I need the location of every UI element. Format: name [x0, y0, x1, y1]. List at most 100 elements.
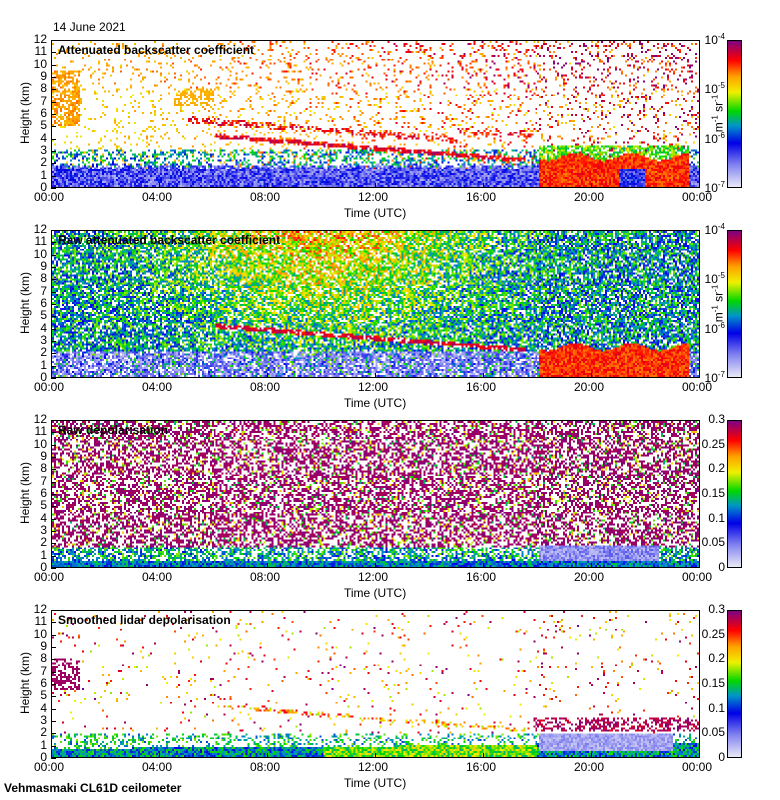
y-tick-label: 0 — [40, 370, 47, 384]
y-tick — [51, 506, 56, 508]
y-tick-label: 11 — [34, 234, 47, 249]
colorbar-units: m-1 sr-1 — [711, 269, 726, 339]
x-tick-label: 04:00 — [142, 570, 173, 584]
x-tick — [591, 753, 592, 758]
y-tick-label: 11 — [34, 614, 47, 629]
colorbar — [727, 230, 742, 378]
y-tick — [51, 291, 56, 293]
x-axis-label: Time (UTC) — [344, 206, 407, 220]
y-tick-label: 0 — [40, 750, 47, 764]
colorbar-tick-label: 0.25 — [701, 436, 725, 451]
plot-title: Raw depolarisation — [58, 423, 169, 437]
y-tick-label: 3 — [40, 523, 47, 537]
y-tick — [51, 138, 56, 140]
colorbar — [727, 610, 742, 758]
x-tick — [51, 373, 52, 378]
x-tick-label: 16:00 — [466, 570, 497, 584]
y-tick-label: 1 — [40, 357, 47, 372]
plot-title: Smoothed lidar depolarisation — [58, 613, 231, 627]
x-tick — [51, 563, 52, 568]
x-tick-label: 20:00 — [574, 570, 605, 584]
tick-exponent: -7 — [717, 180, 725, 189]
y-tick — [51, 230, 56, 231]
y-tick-label: 5 — [40, 118, 47, 133]
y-tick — [51, 494, 56, 495]
heatmap-image — [52, 421, 699, 567]
y-tick-label: 2 — [40, 535, 47, 550]
colorbar-tick-label: 0.05 — [701, 725, 725, 740]
colorbar-tick-label: 10-4 — [705, 32, 725, 47]
y-tick — [51, 444, 56, 446]
y-tick — [51, 481, 56, 483]
heatmap-plot-1: Attenuated backscatter coefficient — [51, 40, 700, 188]
y-tick — [51, 365, 56, 367]
y-tick — [51, 151, 56, 152]
x-tick-label: 04:00 — [142, 760, 173, 774]
y-tick-label: 12 — [33, 222, 47, 236]
tick-exponent: -4 — [717, 32, 725, 41]
instrument-label: Vehmasmaki CL61D ceilometer — [4, 781, 182, 795]
colorbar-tick-label: 10-5 — [705, 271, 725, 286]
x-tick — [159, 183, 160, 188]
colorbar-tick-label: 10-4 — [705, 222, 725, 237]
y-tick-label: 8 — [40, 271, 47, 286]
x-tick — [267, 563, 268, 568]
units-part: sr — [711, 291, 726, 306]
heatmap-plot-4: Smoothed lidar depolarisation — [51, 610, 700, 758]
y-tick — [51, 622, 56, 624]
x-tick-label: 08:00 — [250, 190, 281, 204]
y-tick — [51, 77, 56, 78]
colorbar-tick-label: 0.2 — [708, 651, 725, 666]
y-axis-label: Height (km) — [18, 462, 32, 525]
y-tick-label: 10 — [33, 626, 47, 641]
y-tick — [51, 242, 56, 244]
x-tick — [483, 563, 484, 568]
x-tick — [375, 373, 376, 378]
y-tick — [51, 101, 56, 103]
colorbar-tick-label: 10-7 — [705, 370, 725, 385]
y-tick — [51, 89, 56, 91]
units-part: m — [711, 312, 726, 323]
y-tick-label: 9 — [40, 259, 47, 273]
tick-base: 10 — [704, 321, 718, 336]
tick-base: 10 — [704, 131, 718, 146]
colorbar — [727, 420, 742, 568]
colorbar-tick-label: 0 — [718, 750, 725, 764]
heatmap-image — [52, 41, 699, 187]
y-tick-label: 0 — [40, 180, 47, 194]
colorbar-gradient — [728, 421, 741, 567]
y-tick-label: 6 — [40, 296, 47, 310]
y-tick — [51, 52, 56, 54]
plot-title: Raw attenuated backscatter coefficient — [58, 233, 281, 247]
colorbar-gradient — [728, 41, 741, 187]
y-tick — [51, 758, 56, 759]
x-tick-label: 00:00 — [682, 190, 713, 204]
y-tick — [51, 721, 56, 722]
x-tick-label: 20:00 — [574, 760, 605, 774]
y-tick-label: 8 — [40, 651, 47, 666]
y-tick — [51, 279, 56, 281]
y-tick — [51, 469, 56, 471]
colorbar-tick-label: 0.3 — [708, 412, 725, 426]
colorbar-gradient — [728, 231, 741, 377]
y-tick — [51, 64, 56, 66]
colorbar-tick-label: 0.3 — [708, 602, 725, 616]
tick-base: 10 — [704, 223, 718, 237]
x-tick — [267, 183, 268, 188]
y-tick-label: 1 — [40, 737, 47, 752]
y-tick-label: 7 — [40, 473, 47, 488]
tick-exponent: -7 — [717, 370, 725, 379]
x-tick — [159, 563, 160, 568]
units-part: m — [711, 122, 726, 133]
y-tick — [51, 733, 56, 735]
x-tick — [699, 183, 700, 188]
y-tick — [51, 671, 56, 673]
y-tick — [51, 328, 56, 330]
y-tick — [51, 304, 56, 305]
x-tick-label: 00:00 — [34, 570, 65, 584]
y-tick — [51, 684, 56, 685]
x-tick — [51, 183, 52, 188]
x-tick-label: 20:00 — [574, 380, 605, 394]
colorbar-tick-label: 10-7 — [705, 180, 725, 195]
colorbar-tick-label: 0.1 — [708, 700, 725, 715]
